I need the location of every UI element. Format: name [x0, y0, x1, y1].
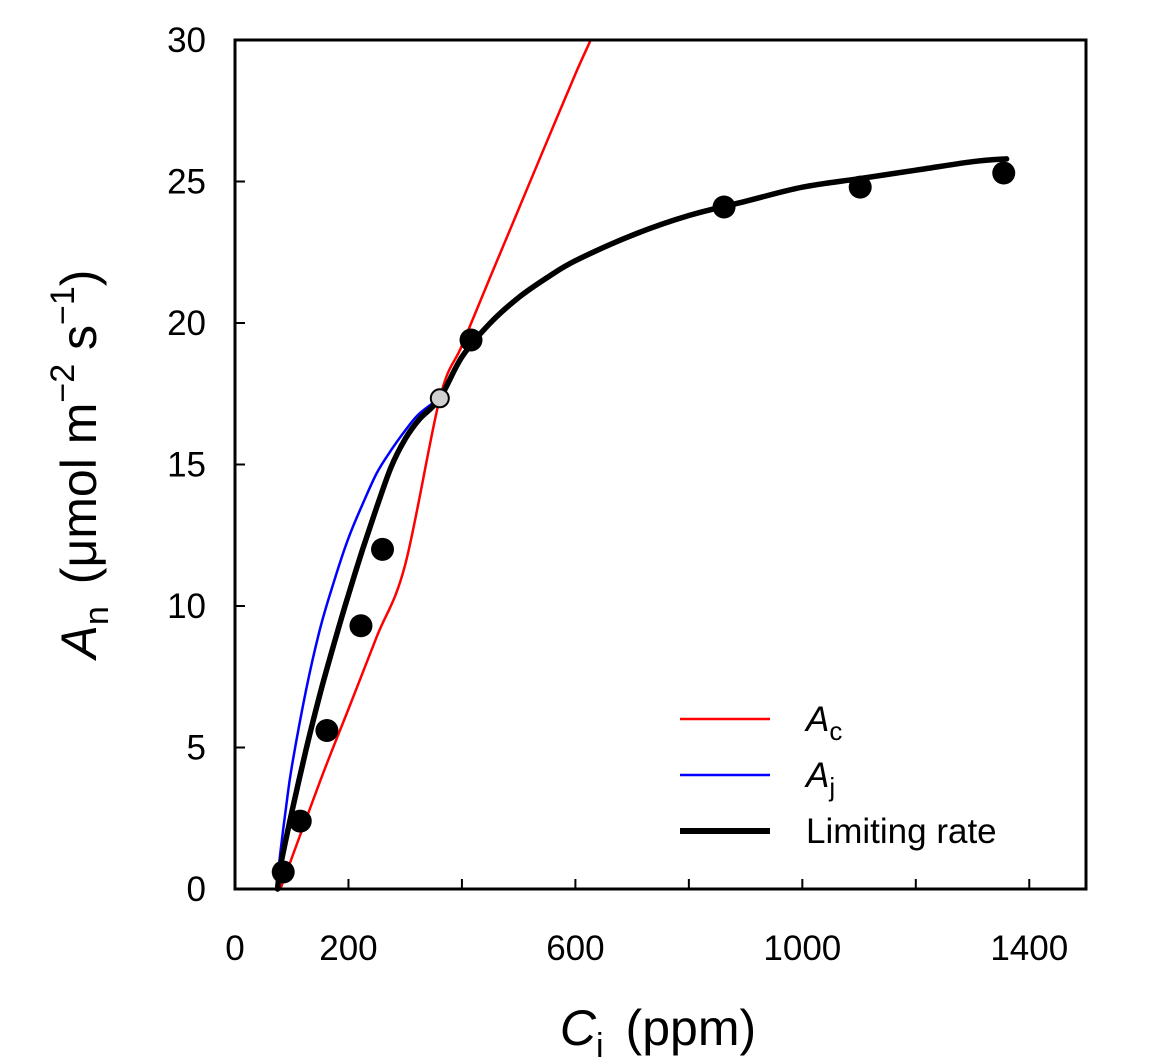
- x-tick-label: 1400: [990, 929, 1068, 968]
- y-tick-label: 15: [167, 446, 206, 485]
- legend-label-ac: Ac: [804, 700, 842, 746]
- x-tick-label: 200: [319, 929, 377, 968]
- colimitation-point: [429, 388, 450, 409]
- observation-point: [371, 537, 395, 561]
- plot-frame: [233, 38, 1088, 891]
- y-axis-title: An(μmol m−2 s−1): [44, 270, 116, 662]
- x-axis-title: Ci (ppm): [560, 1000, 756, 1062]
- tick-labels: 0 200 600 1000 1400 0 5 10 15 20 25 30: [167, 21, 1068, 968]
- legend-label-limiting-rate: Limiting rate: [806, 812, 997, 851]
- observation-point: [848, 175, 872, 199]
- legend: Ac Aj Limiting rate: [680, 700, 997, 851]
- observation-point: [315, 719, 339, 743]
- legend-label-aj: Aj: [804, 756, 835, 802]
- series-lines: [274, 38, 1010, 892]
- x-tick-label: 0: [225, 929, 244, 968]
- y-tick-label: 0: [187, 870, 206, 909]
- x-tick-label: 1000: [763, 929, 841, 968]
- observation-point: [349, 614, 373, 638]
- x-tick-label: 600: [546, 929, 604, 968]
- colimitation-marker: [429, 388, 450, 409]
- observation-point: [288, 809, 312, 833]
- observation-point: [271, 860, 295, 884]
- observation-point: [992, 161, 1016, 185]
- ac-line: [279, 38, 592, 891]
- y-tick-label: 25: [167, 163, 206, 202]
- limiting-rate-line: [274, 156, 1010, 892]
- y-tick-label: 5: [187, 729, 206, 768]
- aj-line: [275, 397, 442, 891]
- y-tick-label: 20: [167, 304, 206, 343]
- y-tick-label: 30: [167, 21, 206, 60]
- y-tick-label: 10: [167, 587, 206, 626]
- axis-ticks: [234, 39, 1031, 890]
- observation-points: [271, 161, 1016, 884]
- observation-point: [459, 328, 483, 352]
- observation-point: [712, 195, 736, 219]
